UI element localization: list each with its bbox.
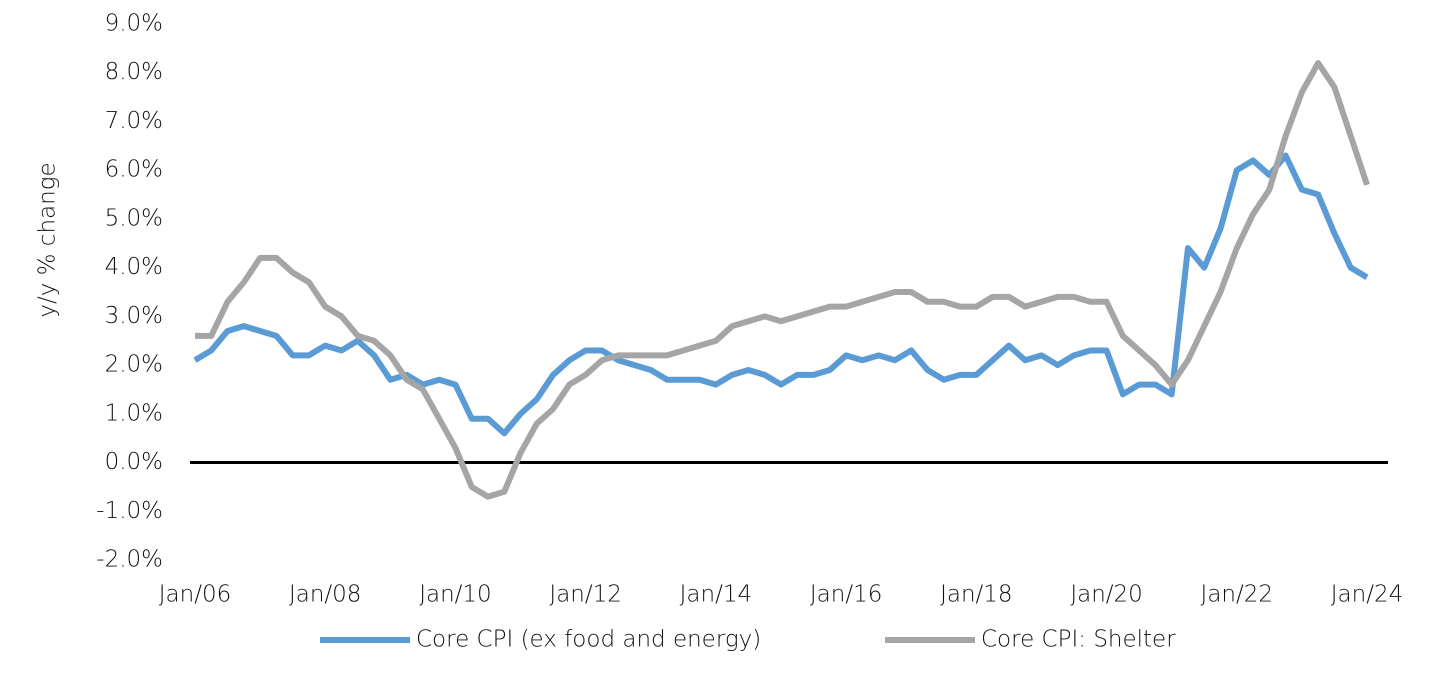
x-tick-label: Jan/06 <box>159 582 231 608</box>
x-tick-label: Jan/12 <box>549 582 621 608</box>
x-tick-label: Jan/16 <box>810 582 882 608</box>
legend-label: Core CPI (ex food and energy) <box>416 627 761 653</box>
y-axis-label: y/y % change <box>35 162 61 317</box>
x-tick-label: Jan/18 <box>940 582 1012 608</box>
x-tick-label: Jan/08 <box>289 582 361 608</box>
x-tick-label: Jan/14 <box>680 582 752 608</box>
y-tick-label: 1.0% <box>105 400 163 426</box>
y-tick-label: 3.0% <box>105 303 163 329</box>
y-tick-label: 4.0% <box>105 254 163 280</box>
legend-label: Core CPI: Shelter <box>981 627 1176 653</box>
y-tick-label: -2.0% <box>96 547 163 573</box>
y-tick-label: 0.0% <box>105 449 163 475</box>
series-line <box>195 59 1370 500</box>
x-tick-label: Jan/24 <box>1331 582 1403 608</box>
y-tick-label: 9.0% <box>105 11 163 37</box>
x-tick-label: Jan/20 <box>1070 582 1142 608</box>
y-tick-label: 2.0% <box>105 352 163 378</box>
series-line <box>193 152 1369 437</box>
y-tick-label: 7.0% <box>105 108 163 134</box>
x-tick-label: Jan/10 <box>419 582 491 608</box>
y-tick-label: -1.0% <box>96 498 163 524</box>
y-tick-label: 6.0% <box>105 157 163 183</box>
y-tick-label: 8.0% <box>105 59 163 85</box>
x-tick-label: Jan/22 <box>1201 582 1273 608</box>
y-tick-label: 5.0% <box>105 205 163 231</box>
